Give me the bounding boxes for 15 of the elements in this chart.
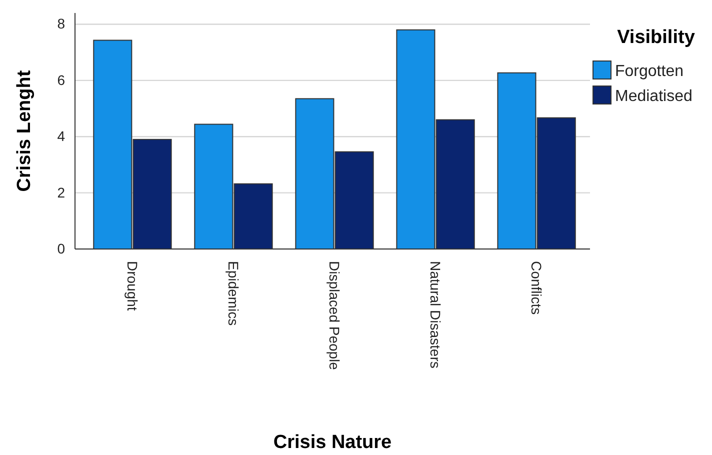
y-tick-label: 4 <box>57 128 66 144</box>
x-tick-label: Epidemics <box>226 261 242 326</box>
x-axis-title: Crisis Nature <box>273 432 392 453</box>
legend-title: Visibility <box>617 27 696 48</box>
y-tick-label: 8 <box>57 16 66 32</box>
x-tick-label: Conflicts <box>528 261 545 315</box>
x-tick-label: Natural Disasters <box>428 261 444 368</box>
legend-label: Mediatised <box>615 88 692 105</box>
legend-label: Forgotten <box>615 63 684 80</box>
y-tick-label: 0 <box>57 240 66 256</box>
y-tick-label: 6 <box>57 72 66 88</box>
y-tick-label: 2 <box>57 184 66 200</box>
x-tick-label: Drought <box>124 261 141 311</box>
y-axis-title: Crisis Lenght <box>14 70 35 192</box>
x-tick-label: Displaced People <box>326 261 343 370</box>
